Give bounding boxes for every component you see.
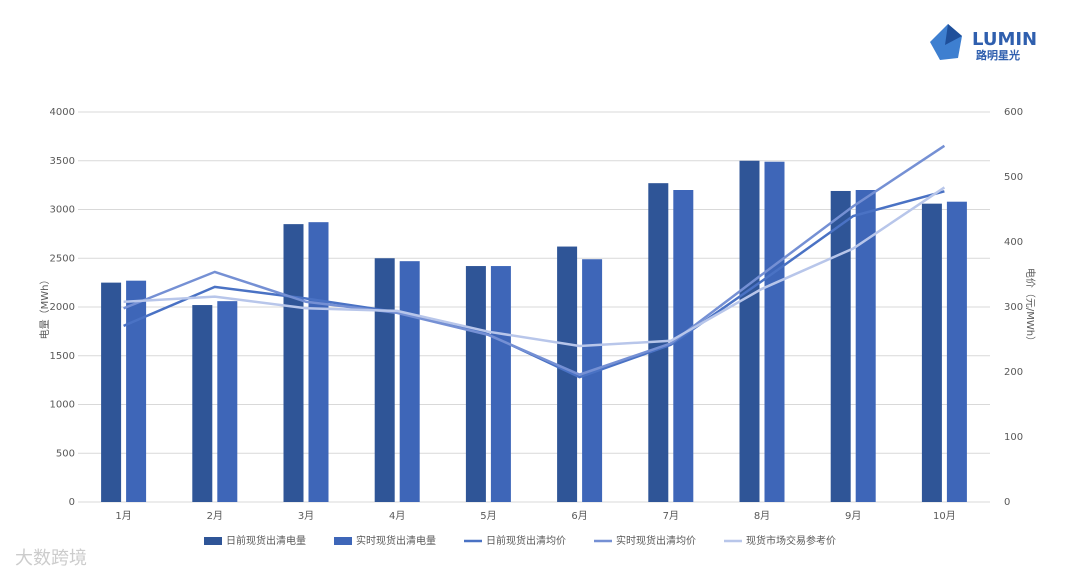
legend-label: 实时现货出清均价 [616,534,696,547]
brand-name: LUMIN [972,29,1037,50]
bar [946,201,967,502]
y-tick-label: 1000 [50,400,75,411]
y2-tick-label: 200 [1004,367,1023,378]
y-tick-label: 0 [69,497,75,508]
x-tick-label: 10月 [933,510,956,522]
legend-swatch [334,537,352,545]
y2-tick-label: 0 [1004,497,1010,508]
bar [465,266,486,502]
bar [764,161,785,502]
y-tick-label: 3000 [50,205,75,216]
bar [490,266,511,502]
bar [399,261,420,502]
bar [830,190,851,502]
bar [582,259,603,502]
bar [673,190,694,502]
x-tick-label: 7月 [663,510,679,522]
line [123,144,946,376]
y-tick-label: 2000 [50,302,75,313]
y-tick-label: 4000 [50,107,75,118]
y-tick-label: 2500 [50,253,75,264]
legend-label: 实时现货出清电量 [356,534,436,547]
bar [217,301,238,502]
y-tick-label: 1500 [50,351,75,362]
x-tick-label: 8月 [754,510,770,522]
brand-subname: 路明星光 [976,48,1020,62]
x-tick-label: 4月 [389,510,405,522]
y2-axis-label: 电价（元/MWh） [1024,268,1037,346]
legend-label: 日前现货出清电量 [226,534,306,547]
bar [126,280,147,502]
line [123,190,945,379]
y2-tick-label: 500 [1004,172,1023,183]
bar [283,224,304,502]
legend-label: 日前现货出清均价 [486,534,566,547]
x-tick-label: 3月 [298,510,314,522]
y2-tick-label: 100 [1004,432,1023,443]
y2-tick-label: 400 [1004,237,1023,248]
bar [739,160,760,502]
bar [101,282,122,502]
legend-label: 现货市场交易参考价 [746,534,836,547]
bar [855,190,876,502]
x-tick-label: 6月 [571,510,587,522]
bar [192,305,213,502]
y2-tick-label: 300 [1004,302,1023,313]
bar [308,222,329,503]
bar [557,246,578,502]
legend-swatch [204,537,222,545]
x-tick-label: 9月 [845,510,861,522]
x-tick-label: 5月 [480,510,496,522]
line [123,186,946,348]
y-tick-label: 3500 [50,156,75,167]
x-tick-label: 2月 [207,510,223,522]
bar [374,258,395,502]
watermark: 大数跨境 [15,548,87,569]
y2-tick-label: 600 [1004,107,1023,118]
logo: LUMIN 路明星光 [930,24,1037,62]
bar [921,203,942,502]
y-axis-label: 电量（MWh） [38,275,51,340]
x-tick-label: 1月 [115,510,131,522]
y-tick-label: 500 [56,448,75,459]
